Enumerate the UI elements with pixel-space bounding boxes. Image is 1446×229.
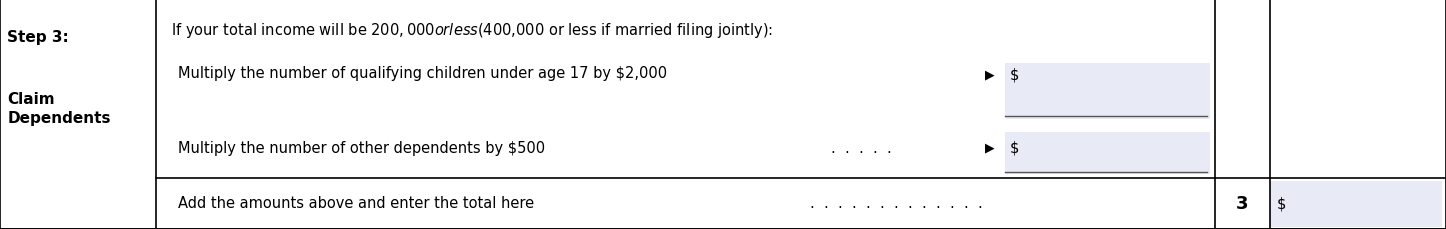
Text: Add the amounts above and enter the total here: Add the amounts above and enter the tota… (178, 195, 534, 210)
Text: Multiply the number of qualifying children under age 17 by $2,000: Multiply the number of qualifying childr… (178, 66, 667, 81)
Text: Step 3:: Step 3: (7, 30, 69, 45)
Text: $: $ (1009, 140, 1018, 155)
Text: Multiply the number of other dependents by $500: Multiply the number of other dependents … (178, 140, 545, 155)
Text: ▶: ▶ (985, 141, 995, 154)
Text: 3: 3 (1236, 194, 1248, 212)
Text: Claim
Dependents: Claim Dependents (7, 92, 111, 125)
FancyBboxPatch shape (1005, 64, 1210, 119)
Text: .  .  .  .  .  .  .  .  .  .  .  .  .: . . . . . . . . . . . . . (810, 195, 982, 210)
Text: .  .  .  .  .: . . . . . (831, 140, 892, 155)
Text: $: $ (1009, 67, 1018, 82)
FancyBboxPatch shape (1270, 181, 1442, 227)
FancyBboxPatch shape (1005, 133, 1210, 174)
Text: ▶: ▶ (985, 68, 995, 81)
Text: If your total income will be $200,000 or less ($400,000 or less if married filin: If your total income will be $200,000 or… (171, 21, 772, 40)
Text: $: $ (1277, 195, 1285, 210)
